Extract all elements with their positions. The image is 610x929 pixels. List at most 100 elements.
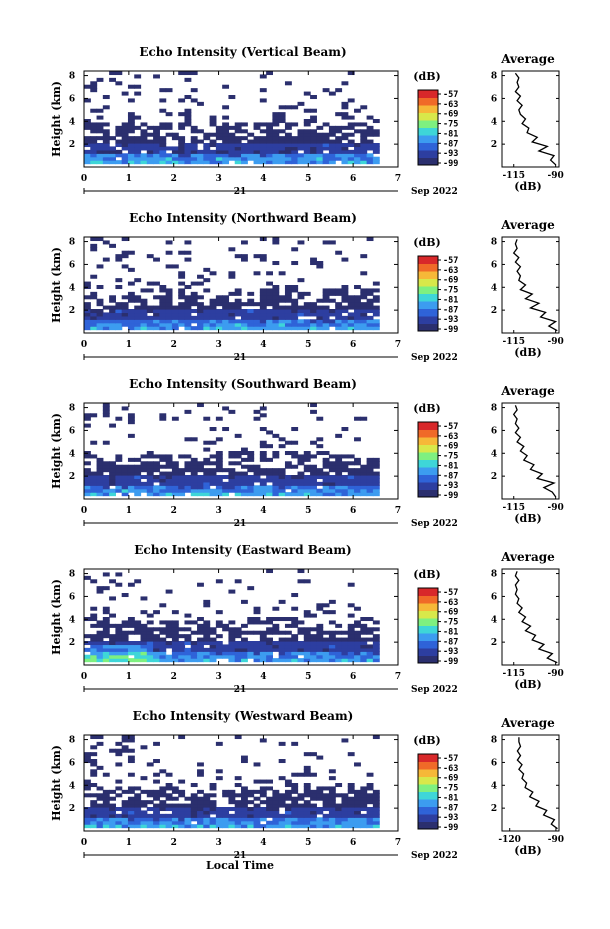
heatmap-cell	[159, 824, 167, 829]
heatmap-cell	[153, 820, 160, 825]
heatmap-cell	[184, 240, 192, 245]
heatmap-cell	[310, 481, 317, 486]
heatmap-cell	[341, 630, 349, 635]
heatmap-cell	[272, 485, 280, 490]
colorbar-swatch	[418, 282, 438, 287]
heatmap-cell	[247, 312, 255, 317]
heatmap-cell	[297, 160, 305, 165]
heatmap-cell	[278, 817, 286, 822]
heatmap-cell	[115, 572, 123, 577]
heatmap-cell	[272, 237, 280, 242]
y-tick-label: 4	[69, 781, 75, 791]
colorbar-swatch	[418, 633, 438, 638]
heatmap-cell	[241, 630, 248, 635]
heatmap-cell	[303, 641, 311, 646]
heatmap-cell	[360, 153, 368, 158]
heatmap-cell	[259, 312, 267, 317]
heatmap-cell	[171, 305, 179, 310]
heatmap-cell	[159, 789, 167, 794]
heatmap-cell	[184, 146, 192, 151]
heatmap-cell	[341, 810, 349, 815]
heatmap-cell	[127, 112, 135, 117]
heatmap-cell	[146, 153, 154, 158]
heatmap-cell	[278, 437, 286, 442]
heatmap-cell	[335, 478, 343, 483]
heatmap-cell	[215, 146, 223, 151]
heatmap-cell	[121, 136, 129, 141]
heatmap-cell	[234, 735, 242, 740]
heatmap-cell	[310, 409, 317, 414]
heatmap-cell	[341, 319, 349, 324]
heatmap-cell	[316, 312, 324, 317]
heatmap-cell	[228, 326, 236, 331]
date-day-label: 21	[234, 353, 247, 363]
heatmap-cell	[360, 254, 368, 259]
heatmap-cell	[102, 627, 110, 632]
heatmap-cell	[159, 478, 167, 483]
heatmap-cell	[322, 319, 330, 324]
heatmap-cell	[197, 403, 204, 408]
heatmap-cell	[284, 285, 292, 290]
heatmap-cell	[259, 302, 267, 307]
heatmap-cell	[228, 291, 236, 296]
heatmap-cell	[102, 461, 110, 466]
heatmap-cell	[184, 112, 192, 117]
heatmap-cell	[234, 129, 242, 134]
heatmap-cell	[102, 468, 110, 473]
heatmap-cell	[209, 312, 217, 317]
heatmap-cell	[297, 651, 305, 656]
heatmap-cell	[109, 156, 116, 161]
heatmap-cell	[109, 820, 116, 825]
heatmap-cell	[115, 457, 123, 462]
heatmap-cell	[178, 820, 186, 825]
heatmap-cell	[272, 793, 280, 798]
heatmap-cell	[215, 312, 223, 317]
heatmap-cell	[322, 153, 330, 158]
heatmap-cell	[153, 143, 160, 148]
heatmap-cell	[203, 315, 211, 320]
heatmap-cell	[190, 620, 198, 625]
heatmap-cell	[303, 139, 311, 144]
heatmap-cell	[360, 471, 368, 476]
heatmap-cell	[228, 481, 236, 486]
heatmap-cell	[165, 250, 173, 255]
heatmap-cell	[134, 139, 142, 144]
heatmap-cell	[121, 302, 129, 307]
heatmap-cell	[291, 644, 299, 649]
heatmap-cell	[134, 319, 142, 324]
heatmap-cell	[341, 492, 349, 497]
heatmap-cell	[215, 488, 223, 493]
heatmap-cell	[297, 817, 305, 822]
heatmap-cell	[234, 817, 242, 822]
heatmap-cell	[127, 471, 135, 476]
heatmap-cell	[121, 810, 129, 815]
heatmap-cell	[159, 153, 167, 158]
heatmap-cell	[310, 302, 317, 307]
heatmap-cell	[171, 146, 179, 151]
heatmap-cell	[146, 471, 154, 476]
heatmap-cell	[146, 461, 154, 466]
heatmap-cell	[228, 800, 236, 805]
heatmap-cell	[190, 88, 198, 93]
heatmap-cell	[303, 647, 311, 652]
heatmap-cell	[203, 322, 211, 327]
heatmap-cell	[190, 149, 198, 154]
heatmap-cell	[215, 647, 223, 652]
heatmap-cell	[153, 654, 160, 659]
average-profile-line	[514, 571, 558, 664]
heatmap-cell	[109, 637, 116, 642]
heatmap-cell	[96, 322, 104, 327]
heatmap-cell	[335, 813, 343, 818]
heatmap-cell	[197, 309, 204, 314]
heatmap-cell	[328, 149, 336, 154]
heatmap-cell	[184, 409, 192, 414]
heatmap-cell	[303, 322, 311, 327]
heatmap-cell	[253, 254, 261, 259]
x-tick-label: 7	[395, 506, 401, 516]
heatmap-cell	[366, 820, 374, 825]
heatmap-cell	[121, 156, 129, 161]
heatmap-cell	[228, 820, 236, 825]
heatmap-cell	[90, 759, 98, 764]
heatmap-cell	[140, 813, 148, 818]
heatmap-cell	[190, 464, 198, 469]
